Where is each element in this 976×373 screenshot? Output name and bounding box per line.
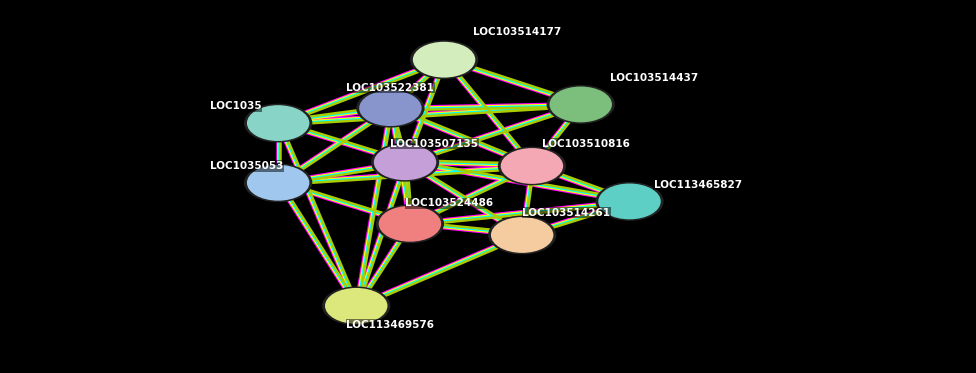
Ellipse shape bbox=[244, 163, 312, 202]
Ellipse shape bbox=[247, 105, 309, 141]
Text: LOC113465827: LOC113465827 bbox=[654, 180, 742, 189]
Ellipse shape bbox=[371, 143, 439, 182]
Ellipse shape bbox=[325, 288, 387, 324]
Text: LOC103514261: LOC103514261 bbox=[522, 208, 610, 217]
Ellipse shape bbox=[322, 286, 390, 325]
Text: LOC1035053: LOC1035053 bbox=[210, 161, 283, 171]
Ellipse shape bbox=[247, 165, 309, 201]
Ellipse shape bbox=[410, 40, 478, 79]
Ellipse shape bbox=[244, 104, 312, 142]
Ellipse shape bbox=[501, 148, 563, 184]
Ellipse shape bbox=[549, 87, 612, 122]
Ellipse shape bbox=[491, 217, 553, 253]
Ellipse shape bbox=[547, 85, 615, 124]
Ellipse shape bbox=[374, 144, 436, 180]
Ellipse shape bbox=[376, 204, 444, 243]
Ellipse shape bbox=[595, 182, 664, 221]
Ellipse shape bbox=[413, 42, 475, 78]
Ellipse shape bbox=[598, 184, 661, 219]
Text: LOC103507135: LOC103507135 bbox=[390, 139, 478, 148]
Text: LOC103514177: LOC103514177 bbox=[473, 27, 561, 37]
Ellipse shape bbox=[356, 89, 425, 128]
Text: LOC103514437: LOC103514437 bbox=[610, 73, 698, 83]
Text: LOC103524486: LOC103524486 bbox=[405, 198, 493, 208]
Text: LOC1035: LOC1035 bbox=[210, 101, 262, 111]
Ellipse shape bbox=[379, 206, 441, 242]
Text: LOC113469576: LOC113469576 bbox=[346, 320, 434, 329]
Text: LOC103522381: LOC103522381 bbox=[346, 83, 434, 93]
Ellipse shape bbox=[359, 90, 422, 126]
Ellipse shape bbox=[488, 216, 556, 254]
Text: LOC103510816: LOC103510816 bbox=[542, 139, 630, 148]
Ellipse shape bbox=[498, 147, 566, 185]
